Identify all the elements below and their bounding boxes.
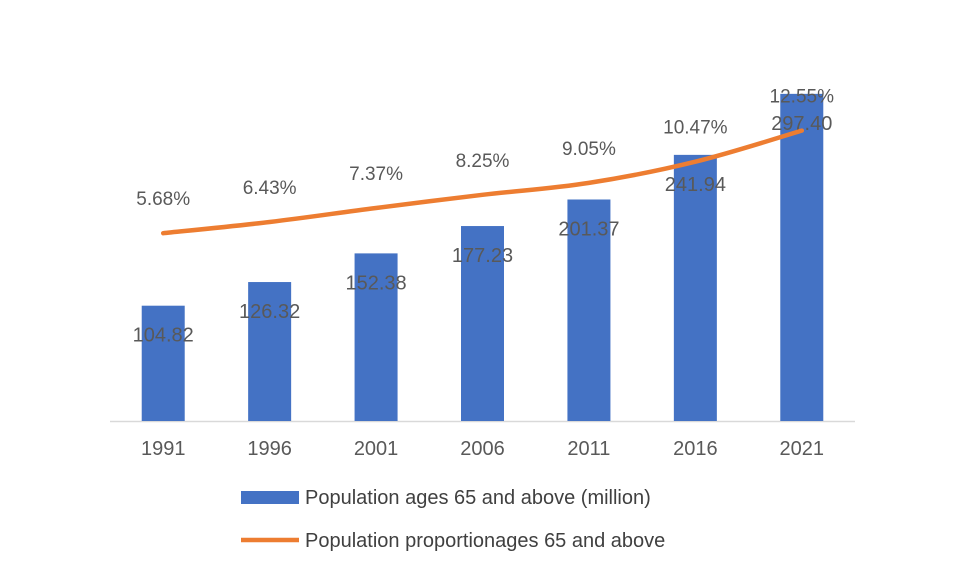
x-tick-2011: 2011 xyxy=(567,438,610,460)
bar-label-2001: 152.38 xyxy=(345,272,406,294)
bar-label-2011: 201.37 xyxy=(558,218,619,240)
line-label-1991: 5.68% xyxy=(136,189,190,210)
legend-bar-label: Population ages 65 and above (million) xyxy=(305,487,651,509)
x-tick-2006: 2006 xyxy=(460,438,505,460)
x-tick-2016: 2016 xyxy=(673,438,718,460)
bar-data-labels: 104.82 126.32 152.38 177.23 201.37 241.94 297.… xyxy=(133,113,833,347)
x-tick-2001: 2001 xyxy=(354,438,399,460)
bar-1996 xyxy=(248,282,292,421)
bar-2011 xyxy=(567,199,611,421)
bar-label-2021: 297.40 xyxy=(771,113,832,135)
legend-bar-swatch xyxy=(241,491,299,504)
bar-2021 xyxy=(780,93,824,422)
bar-series xyxy=(141,93,824,422)
bar-2001 xyxy=(354,253,398,421)
line-label-2016: 10.47% xyxy=(663,118,728,139)
legend: Population ages 65 and above (million) P… xyxy=(241,487,665,552)
x-tick-2021: 2021 xyxy=(780,438,825,460)
x-tick-labels: 1991 1996 2001 2006 2011 2016 2021 xyxy=(141,438,824,460)
bar-2016 xyxy=(673,154,717,421)
line-series xyxy=(160,128,805,236)
x-tick-1996: 1996 xyxy=(247,438,292,460)
legend-line-label: Population proportionages 65 and above xyxy=(305,530,665,552)
bar-1991 xyxy=(141,305,185,421)
line-label-2001: 7.37% xyxy=(349,164,403,185)
bar-2006 xyxy=(461,226,504,421)
line-path xyxy=(160,128,805,236)
line-label-2021: 12.55% xyxy=(770,87,835,108)
bar-label-1996: 126.32 xyxy=(239,301,300,323)
line-label-2011: 9.05% xyxy=(562,139,616,160)
line-label-2006: 8.25% xyxy=(456,151,510,172)
bar-label-2016: 241.94 xyxy=(665,174,726,196)
line-label-1996: 6.43% xyxy=(243,178,297,199)
bar-label-2006: 177.23 xyxy=(452,245,513,267)
line-data-labels: 5.68% 6.43% 7.37% 8.25% 9.05% 10.47% 12.55% xyxy=(136,87,834,211)
x-tick-1991: 1991 xyxy=(141,438,186,460)
bar-label-1991: 104.82 xyxy=(133,325,194,347)
